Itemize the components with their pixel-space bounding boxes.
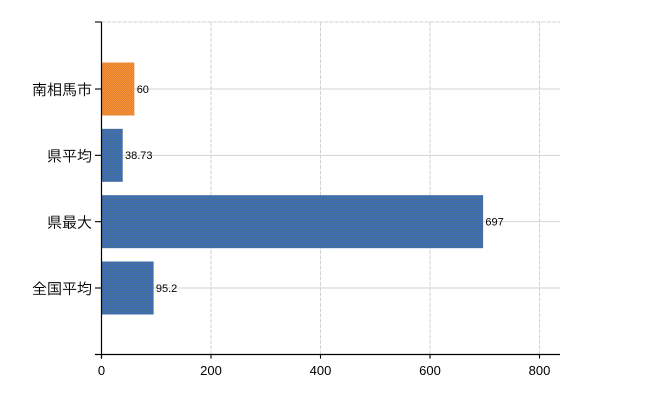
svg-text:697: 697: [485, 217, 503, 229]
svg-text:60: 60: [137, 84, 149, 96]
svg-text:0: 0: [98, 363, 105, 378]
svg-text:38.73: 38.73: [125, 150, 153, 162]
svg-text:400: 400: [310, 363, 332, 378]
svg-text:95.2: 95.2: [156, 283, 177, 295]
svg-text:600: 600: [419, 363, 441, 378]
svg-text:800: 800: [529, 363, 551, 378]
svg-text:200: 200: [200, 363, 222, 378]
